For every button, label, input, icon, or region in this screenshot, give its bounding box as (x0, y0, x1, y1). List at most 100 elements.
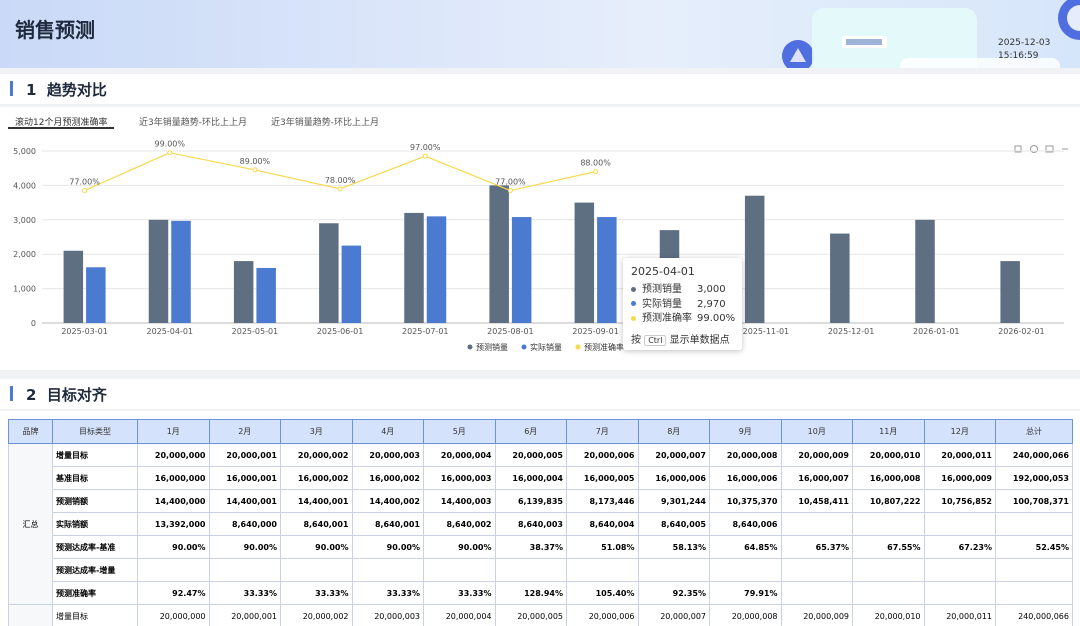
value-cell: 90.00% (208, 535, 281, 559)
type-cell: 实际销额 (52, 512, 138, 536)
value-cell: 16,000,002 (351, 466, 424, 490)
tooltip-label: 预测准确率 (642, 313, 692, 324)
tab[interactable]: 近3年销量趋势-环比上上月 (271, 118, 379, 128)
x-tick-label: 2026-02-01 (998, 327, 1045, 336)
value-cell: 8,640,001 (351, 512, 424, 536)
value-cell: 192,000,053 (995, 466, 1073, 490)
header-decoration (782, 0, 1080, 68)
value-cell: 67.23% (923, 535, 996, 559)
value-cell (637, 558, 710, 582)
bar (233, 261, 254, 323)
column-header: 1月 (137, 419, 210, 444)
x-tick-label: 2025-05-01 (232, 327, 279, 336)
table: 品牌 目标类型 1月 2月 3月 4月 5月 6月 7月 8月 9月 10月 11月 12月 总计 汇总 增量目… (8, 419, 1073, 626)
page-title: 销售预测 (15, 18, 95, 42)
table-row: 增量目标 20,000,000 20,000,001 20,000,002 20,000… (8, 604, 1073, 626)
toolbar[interactable] (1014, 145, 1068, 153)
value-cell: 79.91% (709, 581, 782, 605)
value-cell: 20,000,008 (709, 443, 782, 467)
value-cell: 16,000,009 (923, 466, 996, 490)
value-cell: 10,375,370 (709, 489, 782, 513)
bar (86, 267, 106, 323)
x-tick-label: 2026-01-01 (913, 327, 960, 336)
bar (319, 223, 339, 323)
value-cell (780, 581, 853, 605)
bar (148, 219, 169, 323)
x-tick-label: 2025-11-01 (743, 327, 790, 336)
y-tick-label: 3,000 (13, 216, 36, 225)
value-cell: 16,000,007 (780, 466, 853, 490)
value-cell: 20,000,009 (780, 604, 853, 626)
value-cell: 20,000,002 (280, 604, 353, 626)
line-point (337, 186, 343, 192)
section-title: 目标对齐 (46, 386, 107, 404)
value-cell: 20,000,004 (423, 604, 496, 626)
tab[interactable]: 滚动12个月预测准确率 (15, 118, 108, 128)
tooltip-row: 实际销量 2,970 (631, 295, 726, 310)
tooltip-value: 99.00% (697, 313, 736, 324)
value-cell: 20,000,008 (709, 604, 782, 626)
value-cell: 16,000,003 (423, 466, 496, 490)
value-cell (494, 558, 567, 582)
column-header: 7月 (566, 419, 639, 444)
value-cell: 51.08% (566, 535, 639, 559)
tooltip-label: 实际销量 (642, 298, 682, 310)
value-cell: 8,640,006 (709, 512, 782, 536)
tooltip-value: 3,000 (697, 284, 726, 295)
value-cell: 8,640,001 (280, 512, 353, 536)
value-cell: 100,708,371 (995, 489, 1073, 513)
column-header: 2月 (208, 419, 281, 444)
value-cell (995, 581, 1073, 605)
value-cell: 16,000,001 (208, 466, 281, 490)
column-header: 10月 (780, 419, 853, 444)
x-tick-label: 2025-12-01 (828, 327, 875, 336)
table-wrap: 品牌 目标类型 1月 2月 3月 4月 5月 6月 7月 8月 9月 10月 11月 12月 总计 汇总 增量目… (8, 419, 1073, 626)
y-tick-label: 0 (31, 319, 36, 328)
tab-underline (8, 127, 114, 129)
bar (63, 250, 84, 323)
value-cell: 8,640,002 (423, 512, 496, 536)
bar (915, 219, 935, 323)
data-label: 77.00% (495, 178, 526, 187)
value-cell: 20,000,005 (494, 604, 567, 626)
data-label: 88.00% (580, 159, 611, 168)
value-cell: 20,000,004 (423, 443, 496, 467)
section-header: 2 目标对齐 (0, 379, 1080, 409)
value-cell (923, 581, 996, 605)
bar (511, 217, 532, 323)
value-cell: 14,400,001 (280, 489, 353, 513)
column-header: 5月 (423, 419, 496, 444)
value-cell: 16,000,006 (709, 466, 782, 490)
bar (341, 245, 362, 323)
brand-cell (8, 604, 53, 626)
value-cell: 20,000,001 (208, 604, 281, 626)
value-cell: 20,000,009 (780, 443, 853, 467)
value-cell: 20,000,011 (923, 604, 996, 626)
value-cell: 240,000,066 (995, 443, 1073, 467)
column-header: 品牌 (8, 419, 53, 444)
value-cell: 20,000,007 (637, 443, 710, 467)
value-cell: 128.94% (494, 581, 567, 605)
bar (574, 202, 595, 323)
value-cell: 20,000,001 (208, 443, 281, 467)
x-tick-label: 2025-09-01 (572, 327, 619, 336)
x-tick-label: 2025-04-01 (147, 327, 194, 336)
value-cell: 90.00% (351, 535, 424, 559)
tab[interactable]: 近3年销量趋势-环比上上月 (139, 118, 247, 128)
value-cell: 33.33% (351, 581, 424, 605)
y-tick-label: 4,000 (13, 181, 36, 190)
value-cell: 90.00% (137, 535, 210, 559)
section-number: 1 (26, 81, 37, 99)
type-cell: 增量目标 (52, 604, 138, 626)
chart: 0 1,000 2,000 3,000 4,000 5,000 2025-03-01 2025… (13, 140, 1068, 352)
value-cell: 10,756,852 (923, 489, 996, 513)
legend-marker (521, 344, 527, 350)
value-cell: 13,392,000 (137, 512, 210, 536)
value-cell: 33.33% (208, 581, 281, 605)
data-label: 77.00% (69, 178, 100, 187)
value-cell: 105.40% (566, 581, 639, 605)
value-cell (852, 512, 925, 536)
value-cell (780, 558, 853, 582)
type-cell: 预测达成率-增量 (52, 558, 138, 582)
legend-label: 实际销量 (530, 342, 562, 352)
